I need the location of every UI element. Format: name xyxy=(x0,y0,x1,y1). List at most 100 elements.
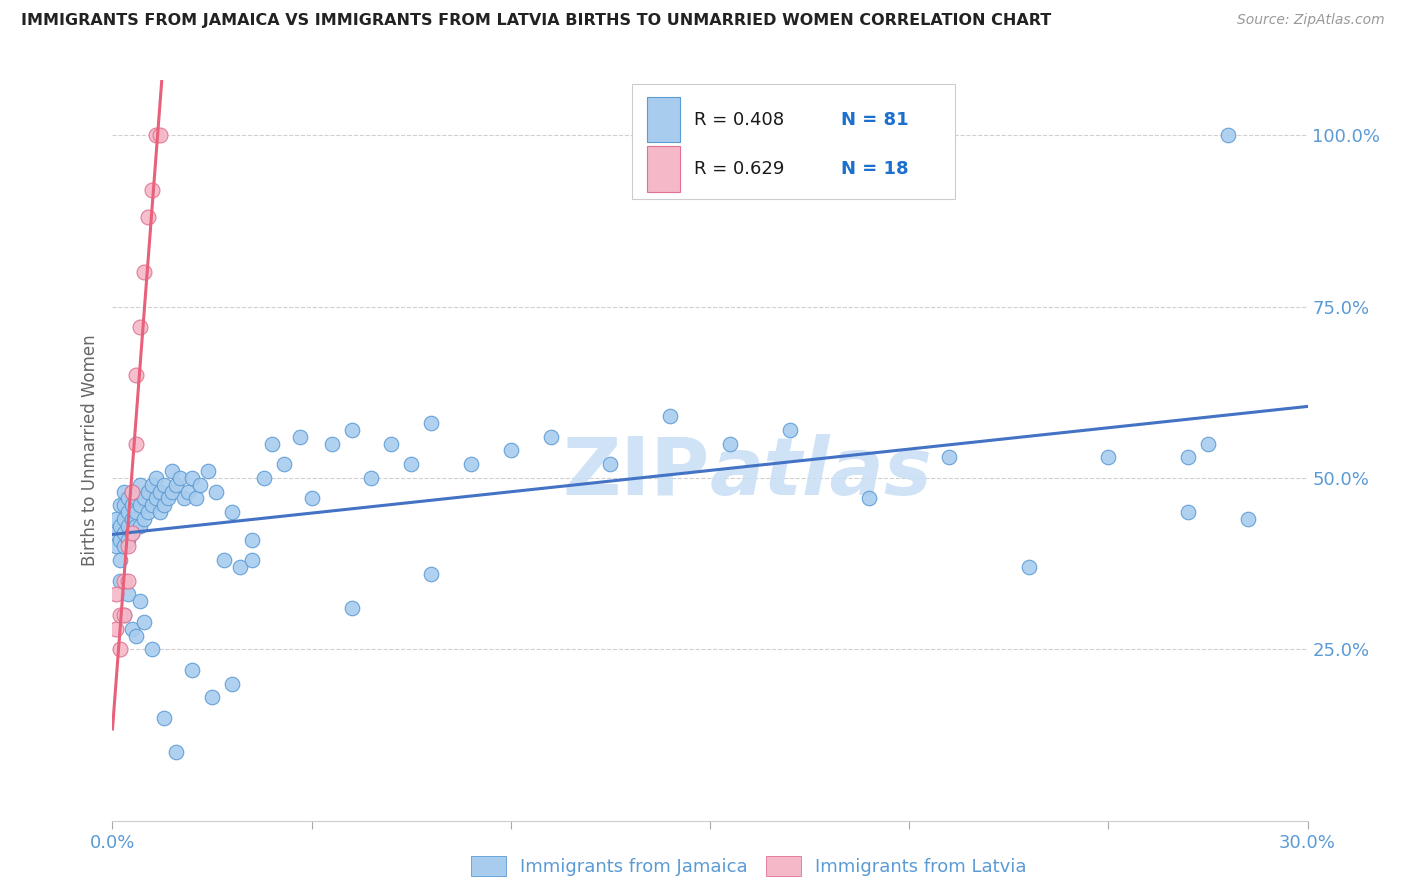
Point xyxy=(114,498,135,512)
Point xyxy=(145,128,167,142)
Point xyxy=(212,553,235,567)
Point xyxy=(360,471,382,485)
Point xyxy=(105,540,128,554)
Point xyxy=(401,457,423,471)
Point xyxy=(340,601,363,615)
Point xyxy=(138,505,160,519)
Point xyxy=(121,498,143,512)
Point xyxy=(117,533,139,547)
Point xyxy=(117,587,139,601)
Point xyxy=(134,512,156,526)
Point xyxy=(138,211,160,225)
Point xyxy=(110,533,132,547)
Point xyxy=(938,450,960,465)
Point xyxy=(110,574,132,588)
Point xyxy=(321,436,343,450)
FancyBboxPatch shape xyxy=(647,96,681,143)
Point xyxy=(288,430,311,444)
Point xyxy=(340,423,363,437)
Point xyxy=(181,471,204,485)
Point xyxy=(134,491,156,506)
Point xyxy=(117,540,139,554)
Text: R = 0.629: R = 0.629 xyxy=(695,161,785,178)
Point xyxy=(110,553,132,567)
Point xyxy=(1237,512,1260,526)
Point xyxy=(149,505,172,519)
Point xyxy=(165,745,187,759)
Point xyxy=(129,519,152,533)
Point xyxy=(129,594,152,608)
Text: Immigrants from Latvia: Immigrants from Latvia xyxy=(815,858,1026,876)
Point xyxy=(141,183,163,197)
Point xyxy=(153,477,176,491)
FancyBboxPatch shape xyxy=(633,84,955,199)
Point xyxy=(420,416,443,430)
Point xyxy=(1177,450,1199,465)
Point xyxy=(165,477,187,491)
Text: ZIP: ZIP xyxy=(562,434,710,512)
Text: atlas: atlas xyxy=(710,434,932,512)
Point xyxy=(121,512,143,526)
Point xyxy=(205,484,228,499)
Point xyxy=(125,491,148,506)
Point xyxy=(1097,450,1119,465)
Point xyxy=(117,505,139,519)
Point xyxy=(181,663,204,677)
Point xyxy=(114,574,135,588)
Point xyxy=(114,484,135,499)
Point xyxy=(260,436,283,450)
Point xyxy=(138,484,160,499)
Point xyxy=(134,615,156,629)
Point xyxy=(114,607,135,622)
Point xyxy=(499,443,522,458)
Point xyxy=(141,642,163,657)
Point xyxy=(149,484,172,499)
Point xyxy=(129,320,152,334)
Text: N = 81: N = 81 xyxy=(842,111,910,128)
Point xyxy=(105,525,128,540)
Point xyxy=(420,566,443,581)
Point xyxy=(121,525,143,540)
Point xyxy=(125,368,148,382)
Point xyxy=(114,540,135,554)
Point xyxy=(145,471,167,485)
Point xyxy=(125,436,148,450)
Point xyxy=(1197,436,1219,450)
Point xyxy=(186,491,208,506)
Point xyxy=(173,491,195,506)
Text: Immigrants from Jamaica: Immigrants from Jamaica xyxy=(520,858,748,876)
Point xyxy=(201,690,224,705)
Point xyxy=(145,491,167,506)
Point xyxy=(121,484,143,499)
Point xyxy=(221,676,243,690)
Point xyxy=(153,498,176,512)
Point xyxy=(229,560,252,574)
Point xyxy=(121,622,143,636)
Point xyxy=(117,574,139,588)
Point xyxy=(301,491,323,506)
Point xyxy=(149,128,172,142)
Point xyxy=(121,525,143,540)
Point xyxy=(197,464,219,478)
Point xyxy=(121,484,143,499)
Point xyxy=(117,491,139,506)
Point xyxy=(380,436,402,450)
Point xyxy=(114,512,135,526)
Point xyxy=(110,519,132,533)
Point xyxy=(157,491,180,506)
Point xyxy=(129,477,152,491)
Point xyxy=(460,457,482,471)
Text: IMMIGRANTS FROM JAMAICA VS IMMIGRANTS FROM LATVIA BIRTHS TO UNMARRIED WOMEN CORR: IMMIGRANTS FROM JAMAICA VS IMMIGRANTS FR… xyxy=(21,13,1052,29)
Point xyxy=(253,471,276,485)
Point xyxy=(105,622,128,636)
Point xyxy=(141,477,163,491)
Point xyxy=(240,553,263,567)
Point xyxy=(114,525,135,540)
Point xyxy=(779,423,801,437)
Point xyxy=(1018,560,1040,574)
Point xyxy=(221,505,243,519)
Text: Source: ZipAtlas.com: Source: ZipAtlas.com xyxy=(1237,13,1385,28)
Point xyxy=(117,519,139,533)
Point xyxy=(125,519,148,533)
Point xyxy=(599,457,621,471)
